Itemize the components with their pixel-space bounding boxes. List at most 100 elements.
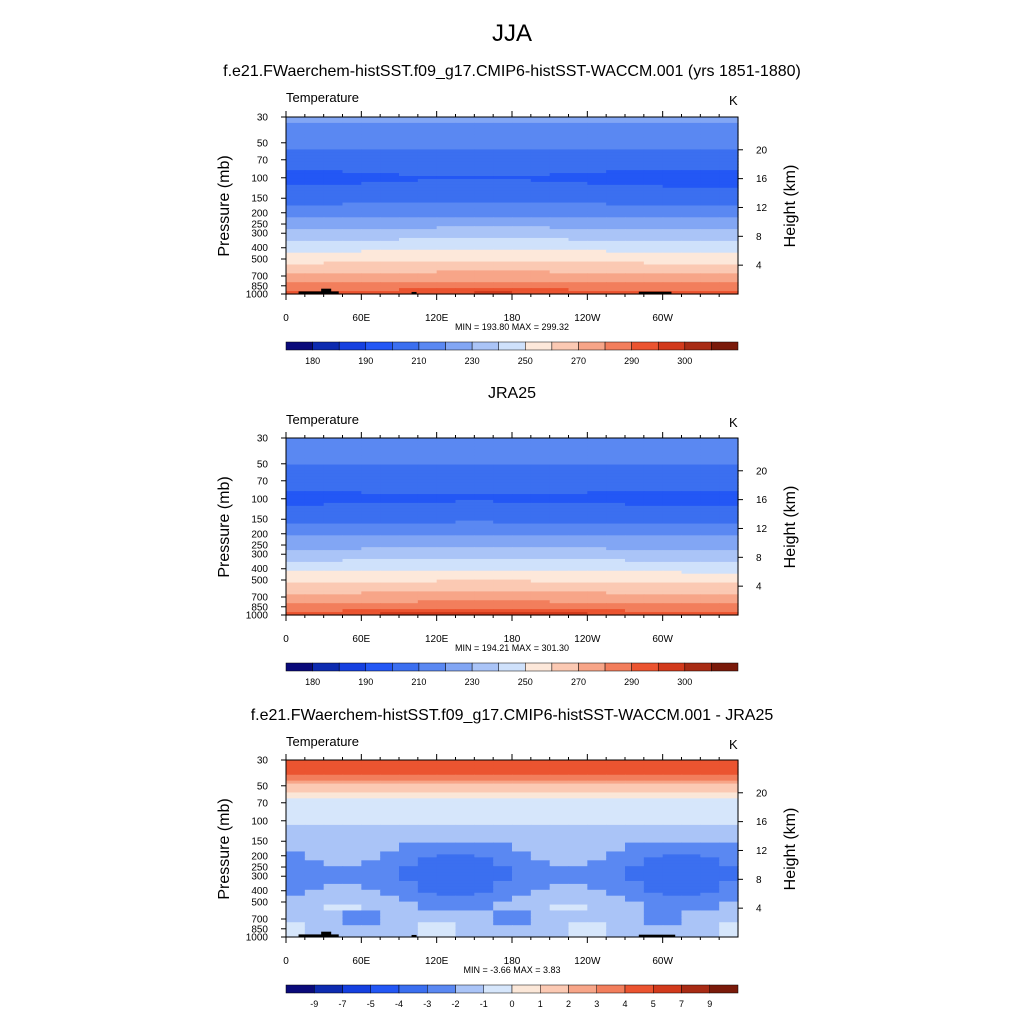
contour-cell — [643, 833, 664, 838]
contour-cell — [549, 780, 570, 785]
contour-cell — [455, 526, 475, 531]
contour-cell — [662, 813, 683, 817]
contour-cell — [587, 863, 607, 867]
contour-cell — [587, 582, 607, 587]
contour-cell — [700, 780, 720, 785]
contour-cell — [380, 199, 400, 204]
contour-cell — [436, 288, 457, 292]
contour-cell — [512, 783, 532, 788]
contour-cell — [323, 872, 344, 876]
contour-cell — [342, 553, 362, 557]
contour-cell — [681, 538, 701, 542]
contour-cell — [549, 830, 570, 835]
contour-cell — [662, 264, 683, 269]
contour-cell — [587, 494, 607, 498]
contour-cell — [587, 117, 607, 121]
contour-cell — [417, 886, 438, 891]
contour-cell — [304, 886, 325, 891]
contour-cell — [643, 181, 664, 186]
contour-cell — [512, 158, 532, 162]
contour-cell — [493, 122, 513, 127]
contour-cell — [342, 816, 362, 820]
contour-cell — [568, 149, 588, 153]
contour-cell — [530, 267, 551, 271]
contour-cell — [643, 464, 664, 469]
contour-cell — [304, 502, 325, 507]
pressure-tick-label: 400 — [251, 886, 268, 897]
contour-cell — [700, 446, 720, 451]
contour-cell — [342, 261, 362, 266]
contour-cell — [286, 125, 306, 130]
contour-cell — [662, 854, 683, 858]
contour-cell — [493, 833, 513, 838]
contour-cell — [643, 544, 664, 548]
contour-cell — [361, 143, 381, 148]
contour-cell — [436, 235, 457, 239]
contour-cell — [474, 511, 494, 516]
pressure-tick-label: 200 — [251, 529, 268, 540]
contour-cell — [436, 907, 457, 912]
contour-cell — [512, 273, 532, 277]
contour-cell — [681, 134, 701, 139]
contour-cell — [549, 517, 570, 522]
contour-cell — [662, 526, 683, 531]
contour-cell — [700, 158, 720, 162]
contour-cell — [361, 146, 381, 151]
contour-cell — [436, 860, 457, 864]
contour-cell — [323, 833, 344, 838]
contour-cell — [304, 928, 325, 932]
contour-cell — [643, 810, 664, 814]
contour-cell — [455, 561, 475, 566]
contour-cell — [662, 839, 683, 844]
contour-cell — [662, 821, 683, 826]
contour-cell — [606, 573, 626, 578]
contour-cell — [361, 193, 381, 198]
contour-cell — [455, 270, 475, 274]
contour-cell — [286, 544, 306, 548]
contour-cell — [530, 184, 551, 189]
contour-cell — [549, 550, 570, 554]
contour-cell — [304, 762, 325, 767]
height-tick-label: 16 — [756, 817, 768, 828]
contour-cell — [474, 458, 494, 463]
contour-cell — [436, 886, 457, 891]
contour-cell — [587, 461, 607, 466]
contour-cell — [455, 556, 475, 560]
contour-cell — [361, 190, 381, 195]
contour-cell — [436, 579, 457, 584]
contour-cell — [436, 526, 457, 531]
contour-cell — [436, 550, 457, 554]
contour-cell — [606, 467, 626, 472]
contour-cell — [380, 158, 400, 162]
contour-cell — [417, 173, 438, 177]
contour-cell — [323, 931, 344, 935]
contour-cell — [625, 449, 645, 454]
contour-cell — [530, 863, 551, 867]
contour-cell — [662, 482, 683, 486]
contour-cell — [606, 931, 626, 935]
contour-cell — [399, 576, 419, 581]
contour-cell — [323, 440, 344, 445]
contour-cell — [342, 768, 362, 773]
contour-cell — [455, 199, 475, 204]
contour-cell — [361, 243, 381, 248]
contour-cell — [681, 553, 701, 557]
contour-cell — [662, 878, 683, 882]
contour-cell — [380, 220, 400, 224]
contour-cell — [662, 523, 683, 528]
contour-cell — [323, 211, 344, 215]
pressure-tick-label: 400 — [251, 243, 268, 254]
height-tick-label: 12 — [756, 846, 768, 857]
contour-cell — [455, 226, 475, 230]
pressure-tick-label: 400 — [251, 564, 268, 575]
contour-cell — [323, 155, 344, 159]
contour-cell — [512, 137, 532, 142]
contour-cell — [399, 279, 419, 283]
contour-cell — [681, 925, 701, 929]
contour-cell — [530, 585, 551, 590]
contour-cell — [719, 925, 739, 929]
contour-cell — [323, 813, 344, 817]
contour-cell — [342, 869, 362, 873]
contour-cell — [361, 819, 381, 823]
contour-cell — [474, 591, 494, 595]
